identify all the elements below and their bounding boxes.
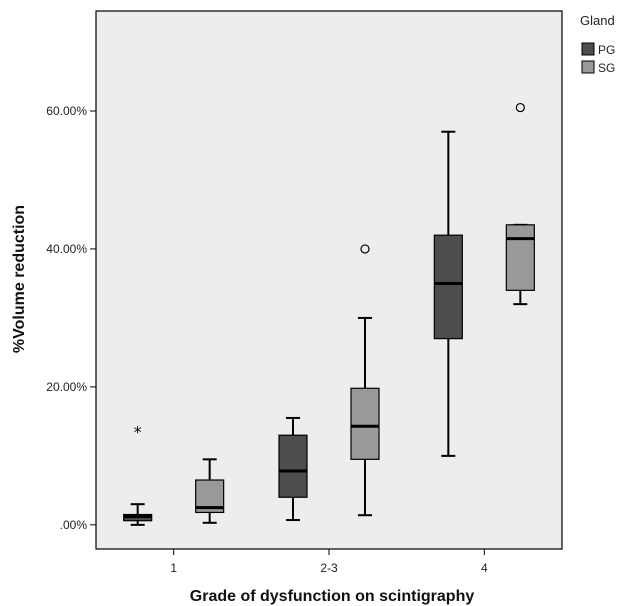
x-tick-label: 4: [481, 561, 488, 575]
x-axis-title: Grade of dysfunction on scintigraphy: [190, 588, 475, 605]
y-tick-label: .00%: [60, 518, 88, 532]
legend-label-PG: PG: [598, 43, 615, 57]
outlier-star: *: [134, 423, 142, 442]
series-SG: [195, 102, 535, 524]
outlier-circle: [360, 244, 370, 254]
legend-swatch-PG: [581, 42, 595, 56]
legend-title: Gland: [580, 13, 615, 28]
box-PG-2-3: [278, 434, 308, 498]
box-SG-4: [505, 224, 535, 291]
y-axis: .00% 20.00% 40.00% 60.00%: [46, 104, 96, 532]
y-tick-label: 40.00%: [46, 242, 87, 256]
outlier-circle: [515, 102, 525, 113]
legend-swatch-SG: [581, 60, 595, 74]
box-PG-4: [433, 234, 463, 340]
y-axis-title: %Volume reduction: [11, 205, 28, 353]
box-series-layer: *: [123, 102, 535, 526]
y-tick-label: 20.00%: [46, 380, 87, 394]
legend: Gland PG SG: [580, 13, 615, 75]
box-SG-2-3: [350, 387, 380, 460]
series-PG: *: [123, 130, 463, 526]
x-tick-label: 2-3: [320, 561, 338, 575]
x-axis: 1 2-3 4: [170, 549, 488, 575]
x-tick-label: 1: [170, 561, 177, 575]
y-tick-label: 60.00%: [46, 104, 87, 118]
legend-label-SG: SG: [598, 61, 615, 75]
plot-area: [95, 10, 563, 550]
